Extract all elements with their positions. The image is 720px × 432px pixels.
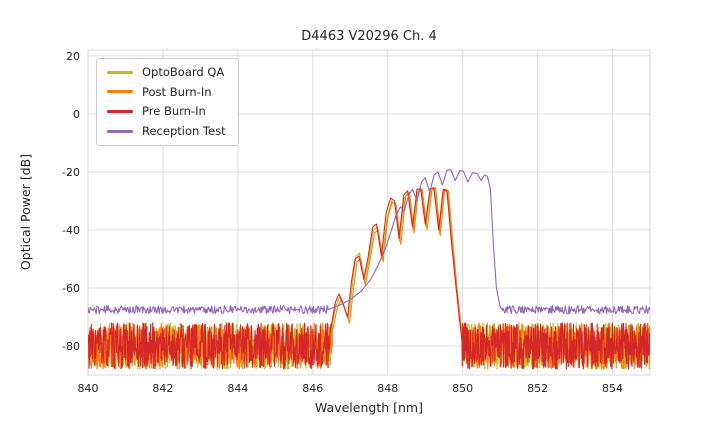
legend-label: Reception Test [142,123,226,138]
legend-swatch [107,110,133,114]
legend-swatch [107,90,133,94]
x-axis-label: Wavelength [nm] [315,400,423,415]
legend-item: OptoBoard QA [107,66,226,79]
legend-swatch [107,70,133,74]
y-axis-label: Optical Power [dB] [18,154,33,270]
series-paths [88,169,650,370]
y-tick-label: 20 [66,50,80,63]
x-tick-label: 854 [602,382,623,395]
x-tick-label: 850 [452,382,473,395]
x-tick-label: 840 [78,382,99,395]
plot-border [87,49,651,376]
legend-item: Pre Burn-In [107,105,226,118]
x-tick-label: 846 [302,382,323,395]
x-tick-label: 844 [227,382,248,395]
y-tick-label: -80 [62,340,80,353]
legend-item: Post Burn-In [107,84,226,99]
legend-label: Post Burn-In [142,84,212,99]
x-tick-labels: 840 842 844 846 848 850 852 854 [78,382,624,395]
legend-label: OptoBoard QA [142,65,225,79]
y-tick-label: 0 [73,108,80,121]
chart-title: D4463 V20296 Ch. 4 [301,29,436,44]
legend: OptoBoard QA Post Burn-In Pre Burn-In Recep… [96,58,239,146]
series-line-pre-burn-in [88,187,650,370]
legend-swatch [107,129,133,133]
y-tick-label: -20 [62,166,80,179]
y-tick-label: -60 [62,282,80,295]
x-tick-label: 852 [527,382,548,395]
series-line-reception-test [88,169,650,315]
legend-item: Reception Test [107,125,226,138]
y-tick-labels: 20 0 -20 -40 -60 -80 [62,50,80,353]
legend-label: Pre Burn-In [142,104,206,119]
y-tick-label: -40 [62,224,80,237]
x-tick-label: 848 [377,382,398,395]
x-tick-label: 842 [152,382,173,395]
